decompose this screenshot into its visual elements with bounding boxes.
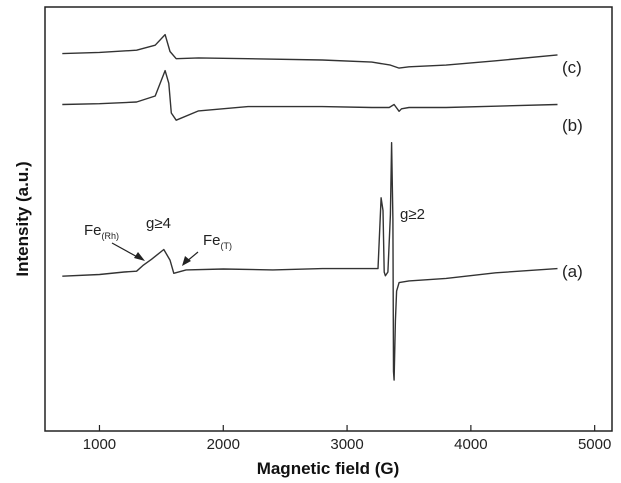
- x-ticks: 1000 2000 3000 4000 5000: [83, 425, 611, 453]
- series-label-a: (a): [562, 262, 583, 281]
- annotation-fe-rh-main: Fe: [84, 222, 102, 239]
- annotation-fe-rh-sub: (Rh): [102, 231, 120, 241]
- series-line-2: [62, 142, 558, 381]
- series-curves: [62, 33, 558, 381]
- plot-frame: [44, 6, 613, 432]
- annotation-fe-t-main: Fe: [203, 232, 221, 249]
- arrow-fe-t-head: [182, 256, 191, 266]
- y-axis-title: Intensity (a.u.): [13, 161, 32, 276]
- x-tick-label-4000: 4000: [454, 436, 487, 453]
- series-line-0: [62, 33, 558, 69]
- x-tick-label-5000: 5000: [578, 436, 611, 453]
- x-axis-title: Magnetic field (G): [257, 459, 400, 478]
- annotation-fe-t: Fe(T): [203, 232, 232, 251]
- annotation-g4: g≥4: [146, 215, 171, 232]
- series-label-c: (c): [562, 58, 582, 77]
- series-line-1: [62, 69, 558, 121]
- annotation-fe-t-sub: (T): [221, 241, 233, 251]
- series-label-b: (b): [562, 116, 583, 135]
- annotation-fe-rh: Fe(Rh): [84, 222, 119, 241]
- annotation-g2: g≥2: [400, 206, 425, 223]
- x-tick-label-2000: 2000: [207, 436, 240, 453]
- arrow-fe-rh-head: [134, 252, 145, 261]
- x-tick-label-1000: 1000: [83, 436, 116, 453]
- x-tick-label-3000: 3000: [330, 436, 363, 453]
